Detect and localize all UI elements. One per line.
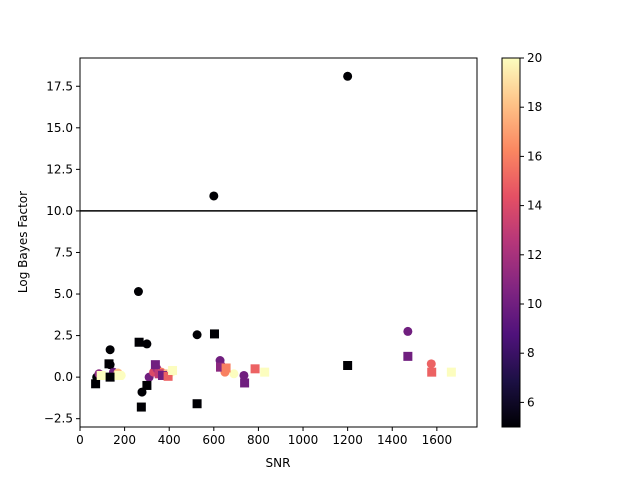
data-point-square [96, 370, 106, 380]
colorbar-tick-label: 20 [527, 51, 542, 65]
data-point-square [91, 379, 101, 389]
data-point-square [209, 329, 219, 339]
colorbar: 6 8 10 12 14 16 18 20 [501, 51, 542, 428]
y-axis: −2.5 0.0 2.5 5.0 7.5 10.0 12.5 15.0 17.5 [44, 79, 80, 426]
data-point-square [446, 367, 456, 377]
x-tick-label: 200 [113, 433, 136, 447]
y-axis-label: Log Bayes Factor [16, 191, 30, 293]
data-point-circle [142, 339, 152, 349]
data-point-circle [426, 359, 436, 369]
x-axis-label: SNR [266, 456, 291, 470]
colorbar-ticks: 6 8 10 12 14 16 18 20 [520, 51, 542, 409]
data-point-square [163, 371, 173, 381]
colorbar-tick-label: 18 [527, 100, 542, 114]
x-axis: 0 200 400 600 800 1000 1200 1400 1600 [76, 427, 452, 447]
y-tick-label: 10.0 [46, 204, 73, 218]
data-point-square [158, 370, 168, 380]
x-tick-label: 0 [76, 433, 84, 447]
data-point-square [427, 367, 437, 377]
data-point-square [114, 370, 124, 380]
data-point-circle [239, 370, 249, 380]
data-point-square [343, 361, 353, 370]
data-point-square [250, 364, 260, 374]
data-point-square [150, 360, 160, 370]
colorbar-tick-label: 10 [527, 297, 542, 311]
data-point-square [168, 365, 178, 375]
y-tick-label: 17.5 [46, 79, 73, 93]
x-tick-label: 400 [158, 433, 181, 447]
y-tick-label: 2.5 [54, 329, 73, 343]
plot-frame [79, 57, 478, 428]
x-tick-label: 1000 [288, 433, 319, 447]
y-tick-label: 12.5 [46, 162, 73, 176]
data-point-circle [133, 287, 143, 297]
data-point-circle [209, 191, 219, 201]
colorbar-gradient [501, 57, 521, 428]
colorbar-tick-label: 12 [527, 248, 542, 262]
y-tick-label: 7.5 [54, 245, 73, 259]
x-tick-label: 1600 [422, 433, 453, 447]
colorbar-tick-label: 6 [527, 395, 535, 409]
data-point-circle [403, 326, 413, 336]
data-point-square [142, 380, 152, 390]
data-point-square [403, 351, 413, 361]
colorbar-tick-label: 14 [527, 199, 542, 213]
data-point-square [104, 359, 114, 369]
x-tick-label: 1400 [377, 433, 408, 447]
data-point-square [105, 372, 115, 382]
data-point-circle [192, 330, 202, 340]
y-tick-label: −2.5 [44, 412, 73, 426]
data-point-square [221, 363, 231, 373]
y-tick-label: 0.0 [54, 370, 73, 384]
x-tick-label: 800 [247, 433, 270, 447]
data-point-square [216, 362, 226, 372]
y-tick-label: 5.0 [54, 287, 73, 301]
plot-area [80, 71, 477, 412]
data-point-square [260, 367, 270, 377]
colorbar-tick-label: 8 [527, 346, 535, 360]
data-point-square [136, 402, 146, 412]
colorbar-tick-label: 16 [527, 149, 542, 163]
data-point-circle [229, 369, 239, 379]
y-tick-label: 15.0 [46, 121, 73, 135]
data-point-square [134, 337, 144, 347]
data-point-square [240, 378, 250, 388]
data-point-square [192, 399, 202, 409]
data-point-circle [105, 345, 115, 355]
x-tick-label: 1200 [332, 433, 363, 447]
data-point-circle [343, 71, 353, 81]
x-tick-label: 600 [202, 433, 225, 447]
